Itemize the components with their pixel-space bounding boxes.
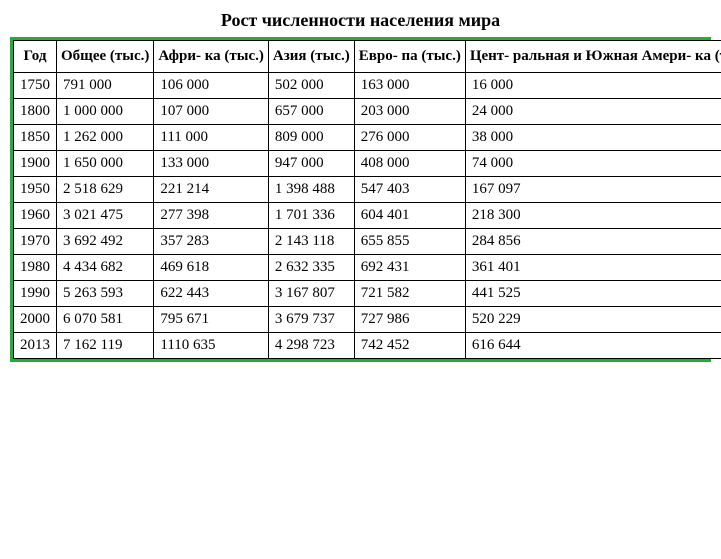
table-title: Рост численности населения мира: [10, 10, 711, 31]
cell-value: 1 650 000: [57, 150, 154, 176]
cell-value: 655 855: [354, 228, 465, 254]
cell-value: 107 000: [154, 98, 269, 124]
cell-value: 357 283: [154, 228, 269, 254]
cell-value: 502 000: [268, 72, 354, 98]
table-body: 1750791 000106 000502 000163 00016 000 2 …: [14, 72, 721, 358]
cell-value: 622 443: [154, 280, 269, 306]
table-row: 18001 000 000107 000657 000203 00024 000…: [14, 98, 721, 124]
cell-value: 4 434 682: [57, 254, 154, 280]
cell-year: 1850: [14, 124, 57, 150]
cell-value: 106 000: [154, 72, 269, 98]
cell-year: 1750: [14, 72, 57, 98]
cell-year: 1950: [14, 176, 57, 202]
cell-value: 721 582: [354, 280, 465, 306]
header-row: Год Общее (тыс.) Афри- ка (тыс.) Азия (т…: [14, 41, 721, 73]
cell-value: 276 000: [354, 124, 465, 150]
cell-year: 1980: [14, 254, 57, 280]
table-row: 19804 434 682469 6182 632 335692 431361 …: [14, 254, 721, 280]
cell-value: 284 856: [465, 228, 721, 254]
cell-value: 111 000: [154, 124, 269, 150]
cell-year: 2013: [14, 332, 57, 358]
table-row: 1750791 000106 000502 000163 00016 0002 …: [14, 72, 721, 98]
cell-value: 5 263 593: [57, 280, 154, 306]
cell-value: 604 401: [354, 202, 465, 228]
cell-value: 277 398: [154, 202, 269, 228]
col-header-europe: Евро- па (тыс.): [354, 41, 465, 73]
cell-value: 1 398 488: [268, 176, 354, 202]
cell-value: 1 701 336: [268, 202, 354, 228]
table-row: 19001 650 000133 000947 000408 00074 000…: [14, 150, 721, 176]
cell-value: 1 000 000: [57, 98, 154, 124]
cell-value: 221 214: [154, 176, 269, 202]
col-header-africa: Афри- ка (тыс.): [154, 41, 269, 73]
table-row: 19603 021 475277 3981 701 336604 401218 …: [14, 202, 721, 228]
cell-value: 203 000: [354, 98, 465, 124]
cell-value: 167 097: [465, 176, 721, 202]
cell-value: 408 000: [354, 150, 465, 176]
cell-value: 3 021 475: [57, 202, 154, 228]
cell-value: 3 167 807: [268, 280, 354, 306]
cell-value: 469 618: [154, 254, 269, 280]
cell-value: 218 300: [465, 202, 721, 228]
cell-value: 361 401: [465, 254, 721, 280]
cell-value: 795 671: [154, 306, 269, 332]
cell-value: 3 679 737: [268, 306, 354, 332]
cell-value: 1110 635: [154, 332, 269, 358]
cell-value: 657 000: [268, 98, 354, 124]
cell-value: 24 000: [465, 98, 721, 124]
cell-value: 74 000: [465, 150, 721, 176]
cell-year: 1990: [14, 280, 57, 306]
cell-value: 4 298 723: [268, 332, 354, 358]
cell-value: 727 986: [354, 306, 465, 332]
cell-value: 133 000: [154, 150, 269, 176]
table-row: 20006 070 581795 6713 679 737727 986520 …: [14, 306, 721, 332]
cell-year: 1800: [14, 98, 57, 124]
cell-value: 6 070 581: [57, 306, 154, 332]
table-row: 19905 263 593622 4433 167 807721 582441 …: [14, 280, 721, 306]
cell-year: 2000: [14, 306, 57, 332]
cell-value: 163 000: [354, 72, 465, 98]
col-header-asia: Азия (тыс.): [268, 41, 354, 73]
cell-value: 1 262 000: [57, 124, 154, 150]
table-row: 19502 518 629221 2141 398 488547 403167 …: [14, 176, 721, 202]
cell-value: 2 518 629: [57, 176, 154, 202]
table-border-wrap: Год Общее (тыс.) Афри- ка (тыс.) Азия (т…: [10, 37, 711, 362]
col-header-csamer: Цент- ральная и Южная Амери- ка (тыс.): [465, 41, 721, 73]
cell-year: 1970: [14, 228, 57, 254]
cell-value: 2 632 335: [268, 254, 354, 280]
cell-value: 38 000: [465, 124, 721, 150]
cell-value: 616 644: [465, 332, 721, 358]
table-row: 20137 162 1191110 6354 298 723742 452616…: [14, 332, 721, 358]
cell-value: 16 000: [465, 72, 721, 98]
cell-value: 2 143 118: [268, 228, 354, 254]
cell-value: 692 431: [354, 254, 465, 280]
cell-year: 1900: [14, 150, 57, 176]
population-table: Год Общее (тыс.) Афри- ка (тыс.) Азия (т…: [13, 40, 721, 359]
cell-value: 520 229: [465, 306, 721, 332]
cell-value: 3 692 492: [57, 228, 154, 254]
cell-value: 547 403: [354, 176, 465, 202]
cell-year: 1960: [14, 202, 57, 228]
col-header-year: Год: [14, 41, 57, 73]
cell-value: 809 000: [268, 124, 354, 150]
cell-value: 441 525: [465, 280, 721, 306]
table-row: 18501 262 000111 000809 000276 00038 000…: [14, 124, 721, 150]
cell-value: 791 000: [57, 72, 154, 98]
cell-value: 7 162 119: [57, 332, 154, 358]
cell-value: 742 452: [354, 332, 465, 358]
col-header-total: Общее (тыс.): [57, 41, 154, 73]
table-row: 19703 692 492357 2832 143 118655 855284 …: [14, 228, 721, 254]
cell-value: 947 000: [268, 150, 354, 176]
